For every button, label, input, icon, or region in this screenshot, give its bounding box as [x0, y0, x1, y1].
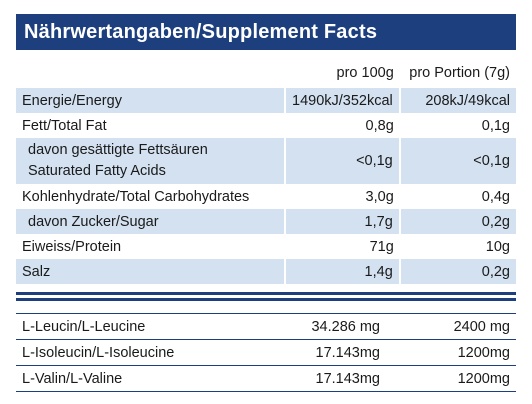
row: L-Valin/L-Valine 17.143mg 1200mg	[16, 365, 516, 392]
row: Energie/Energy 1490kJ/352kcal 208kJ/49kc…	[16, 88, 516, 113]
label: Energie/Energy	[16, 88, 285, 113]
value: 1,4g	[284, 259, 400, 284]
label: L-Isoleucin/L-Isoleucine	[16, 339, 278, 366]
row: davon gesättigte Fettsäuren Saturated Fat…	[16, 138, 516, 184]
row: L-Isoleucin/L-Isoleucine 17.143mg 1200mg	[16, 339, 516, 366]
label: Eiweiss/Protein	[22, 238, 122, 255]
nutrition-table: pro 100g pro Portion (7g) Energie/Energy…	[16, 50, 516, 284]
value: 3,0g	[365, 188, 394, 205]
value: 0,2g	[398, 209, 516, 234]
header-cell: pro Portion (7g)	[409, 65, 510, 81]
value: 1490kJ/352kcal	[284, 88, 400, 113]
row: Kohlenhydrate/Total Carbohydrates 3,0g 0…	[16, 184, 516, 209]
value: 34.286 mg	[278, 313, 386, 340]
row: Eiweiss/Protein 71g 10g	[16, 234, 516, 259]
row: L-Leucin/L-Leucine 34.286 mg 2400 mg	[16, 313, 516, 340]
value: 0,1g	[481, 117, 510, 134]
value: 1200mg	[386, 365, 516, 392]
title: Nährwertangaben/Supplement Facts	[16, 14, 516, 50]
value: 0,2g	[398, 259, 516, 284]
amino-table: L-Leucin/L-Leucine 34.286 mg 2400 mg L-I…	[16, 313, 516, 392]
value: 17.143mg	[278, 339, 386, 366]
row: Salz 1,4g 0,2g	[16, 259, 516, 284]
value: 0,8g	[365, 117, 394, 134]
label: davon Zucker/Sugar	[16, 209, 285, 234]
value: 17.143mg	[278, 365, 386, 392]
header-cell	[16, 50, 285, 88]
value: <0,1g	[398, 138, 516, 184]
header-row: pro 100g pro Portion (7g)	[16, 50, 516, 88]
value: <0,1g	[284, 138, 400, 184]
label: davon gesättigte Fettsäuren Saturated Fat…	[16, 138, 285, 184]
value: 1200mg	[386, 339, 516, 366]
row: davon Zucker/Sugar 1,7g 0,2g	[16, 209, 516, 234]
value: 208kJ/49kcal	[398, 88, 516, 113]
label: Kohlenhydrate/Total Carbohydrates	[22, 188, 250, 205]
separator	[16, 292, 516, 301]
label: L-Valin/L-Valine	[16, 365, 278, 392]
value: 2400 mg	[386, 313, 516, 340]
value: 0,4g	[481, 188, 510, 205]
value: 10g	[485, 238, 510, 255]
value: 71g	[369, 238, 394, 255]
label: Fett/Total Fat	[22, 117, 107, 134]
supplement-facts: Nährwertangaben/Supplement Facts pro 100…	[16, 14, 516, 392]
value: 1,7g	[284, 209, 400, 234]
label-line: davon gesättigte Fettsäuren	[28, 142, 208, 158]
label: Salz	[16, 259, 285, 284]
header-cell: pro 100g	[336, 65, 394, 81]
label: L-Leucin/L-Leucine	[16, 313, 278, 340]
row: Fett/Total Fat 0,8g 0,1g	[16, 113, 516, 138]
label-line: Saturated Fatty Acids	[28, 163, 166, 179]
